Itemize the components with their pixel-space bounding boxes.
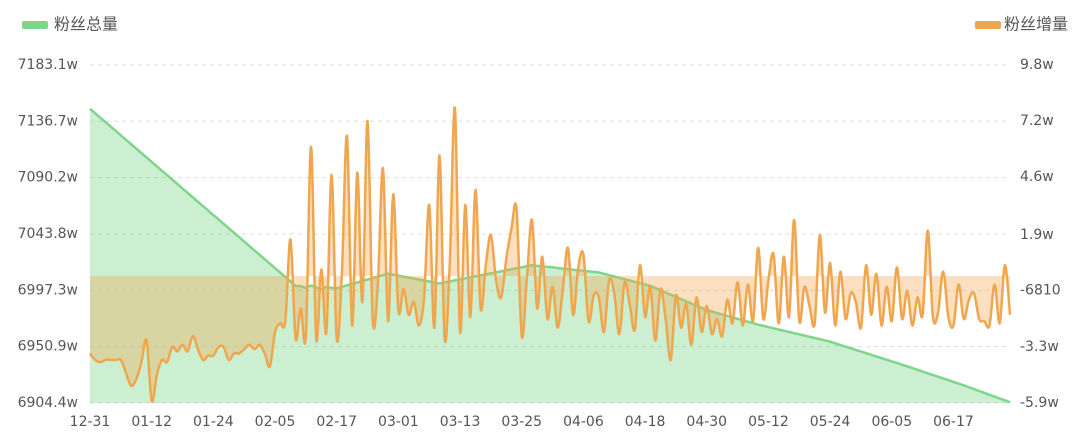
series-line bbox=[89, 106, 1012, 403]
y2-tick-label: -5.9w bbox=[1020, 395, 1059, 411]
legend-swatch bbox=[22, 21, 48, 29]
x-tick-label: 06-17 bbox=[933, 414, 974, 430]
x-tick-label: 01-12 bbox=[131, 414, 172, 430]
x-tick-label: 02-05 bbox=[255, 414, 296, 430]
y-tick-label: 7043.8w bbox=[18, 226, 78, 242]
x-tick-label: 12-31 bbox=[70, 414, 111, 430]
x-tick-label: 04-06 bbox=[563, 414, 604, 430]
y-tick-label: 7090.2w bbox=[18, 170, 78, 186]
x-tick-label: 01-24 bbox=[193, 414, 234, 430]
legend-label: 粉丝增量 bbox=[1004, 15, 1068, 34]
x-tick-label: 03-25 bbox=[501, 414, 542, 430]
x-tick-label: 02-17 bbox=[316, 414, 357, 430]
y-tick-label: 6997.3w bbox=[18, 282, 78, 298]
legend-swatch bbox=[975, 21, 1001, 29]
x-tick-label: 03-01 bbox=[378, 414, 419, 430]
series-line bbox=[89, 107, 1011, 404]
y2-tick-label: 4.6w bbox=[1020, 169, 1054, 185]
x-tick-label: 05-24 bbox=[810, 414, 851, 430]
y-tick-label: 7136.7w bbox=[18, 113, 78, 129]
y-tick-label: 6904.4w bbox=[18, 395, 78, 411]
x-tick-label: 04-30 bbox=[686, 414, 727, 430]
y2-tick-label: -6810 bbox=[1020, 283, 1061, 299]
area bbox=[90, 108, 1010, 403]
x-tick-label: 05-12 bbox=[748, 414, 789, 430]
y2-tick-label: 9.8w bbox=[1020, 57, 1054, 73]
y2-tick-label: 1.9w bbox=[1020, 227, 1054, 243]
x-tick-label: 06-05 bbox=[871, 414, 912, 430]
legend-label: 粉丝总量 bbox=[54, 15, 118, 34]
y2-tick-label: -3.3w bbox=[1020, 339, 1059, 355]
y-tick-label: 7183.1w bbox=[18, 57, 78, 73]
x-tick-label: 03-13 bbox=[440, 414, 481, 430]
x-tick-label: 04-18 bbox=[625, 414, 666, 430]
y2-tick-label: 7.2w bbox=[1020, 113, 1054, 129]
y-tick-label: 6950.9w bbox=[18, 339, 78, 355]
